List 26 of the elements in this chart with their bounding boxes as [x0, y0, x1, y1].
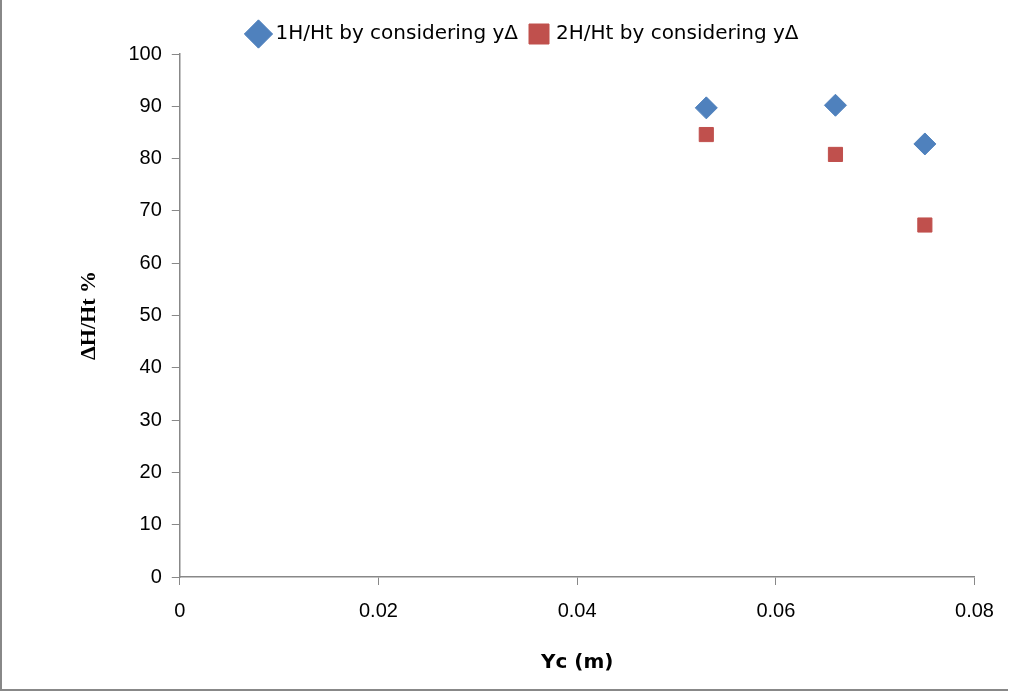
point: [698, 126, 714, 143]
y-tick-label: 0: [150, 564, 162, 587]
x-axis-title: Yc (m): [539, 649, 614, 674]
point: [694, 96, 718, 120]
x-tick-label: 0.08: [955, 598, 995, 621]
y-tick-label: 40: [139, 355, 162, 378]
y-tick-label: 10: [139, 512, 162, 535]
y-tick-label: 60: [139, 250, 162, 273]
y-tick-label: 50: [139, 303, 162, 326]
x-tick-label: 0: [174, 598, 186, 621]
y-tick-label: 20: [139, 459, 162, 482]
y-tick-label: 80: [139, 146, 162, 169]
point: [917, 217, 933, 233]
y-tick-label: 100: [128, 41, 162, 64]
point: [913, 132, 937, 156]
x-tick-label: 0.04: [557, 598, 597, 621]
y-tick-label: 30: [139, 407, 162, 430]
x-tick-label: 0.06: [756, 598, 796, 621]
point: [827, 146, 844, 162]
x-tick-label: 0.02: [358, 598, 398, 621]
y-tick-label: 90: [139, 93, 162, 116]
legend-label: 1H/Ht by considering yΔ: [275, 20, 519, 45]
point: [823, 93, 847, 117]
y-tick-label: 70: [139, 198, 162, 221]
legend-label: 2H/Ht by considering yΔ: [556, 20, 799, 45]
y-axis-title: ΔH/Ht %: [74, 271, 100, 360]
